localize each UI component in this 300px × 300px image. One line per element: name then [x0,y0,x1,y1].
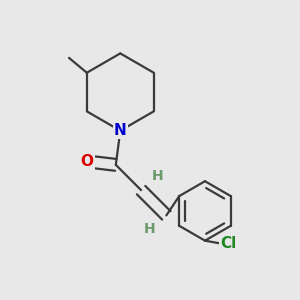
Text: O: O [80,154,94,169]
Text: Cl: Cl [220,236,237,251]
Text: N: N [114,123,127,138]
Text: H: H [143,222,155,236]
Text: H: H [152,169,163,183]
